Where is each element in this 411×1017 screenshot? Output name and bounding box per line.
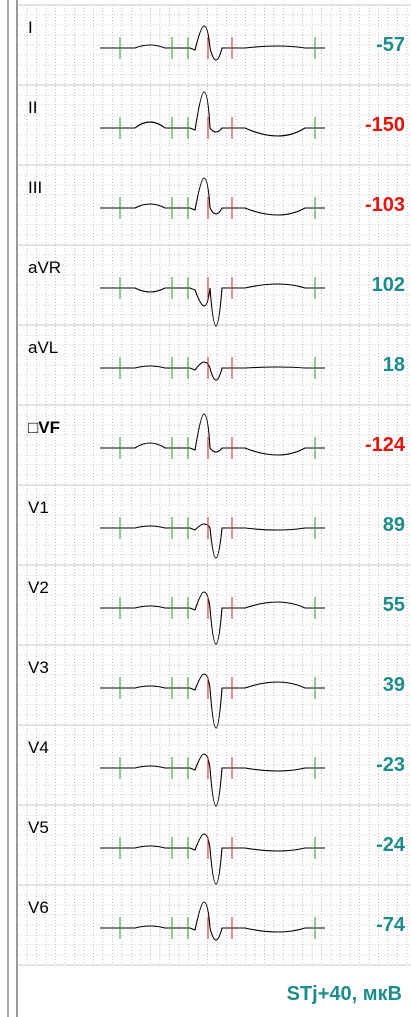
ecg-waveform (100, 591, 325, 645)
ecg-waveform (100, 283, 325, 327)
lead-label: aVL (28, 338, 58, 357)
st-value: 18 (383, 354, 405, 376)
lead-label: V6 (28, 898, 49, 917)
lead-label: V5 (28, 818, 49, 837)
st-value: -124 (365, 434, 406, 456)
st-value: -103 (365, 194, 405, 216)
lead-label: V2 (28, 578, 49, 597)
st-value: -74 (376, 914, 406, 936)
lead-label: V3 (28, 658, 49, 677)
lead-label: aVR (28, 258, 61, 277)
st-value: -150 (365, 114, 405, 136)
ecg-waveform (100, 25, 325, 61)
st-value: -57 (376, 34, 405, 56)
ecg-waveform (100, 523, 325, 559)
st-value: 102 (372, 274, 405, 296)
grid (18, 4, 411, 966)
lead-label: I (28, 18, 33, 37)
ecg-waveform (100, 413, 325, 456)
st-value: 39 (383, 674, 405, 696)
lead-label: V1 (28, 498, 49, 517)
ecg-waveform (100, 753, 325, 807)
st-value: -23 (376, 754, 405, 776)
ecg-waveform (100, 177, 325, 216)
st-value: 55 (383, 594, 405, 616)
ecg-waveform (100, 901, 325, 941)
ecg-waveform (100, 91, 325, 137)
ecg-waveform (100, 673, 325, 729)
lead-label: III (28, 178, 42, 197)
lead-rows: I -57 II -150 III -103 aVR 102 aVL 18 □VF -124 V1 89 V… (28, 18, 406, 941)
ecg-waveform (100, 361, 325, 381)
ecg-waveform (100, 833, 325, 885)
st-value: 89 (383, 514, 405, 536)
lead-label: □VF (28, 418, 60, 437)
lead-label: V4 (28, 738, 49, 757)
st-value: -24 (376, 834, 406, 856)
lead-label: II (28, 98, 37, 117)
footer-label: STj+40, мкВ (287, 983, 402, 1005)
